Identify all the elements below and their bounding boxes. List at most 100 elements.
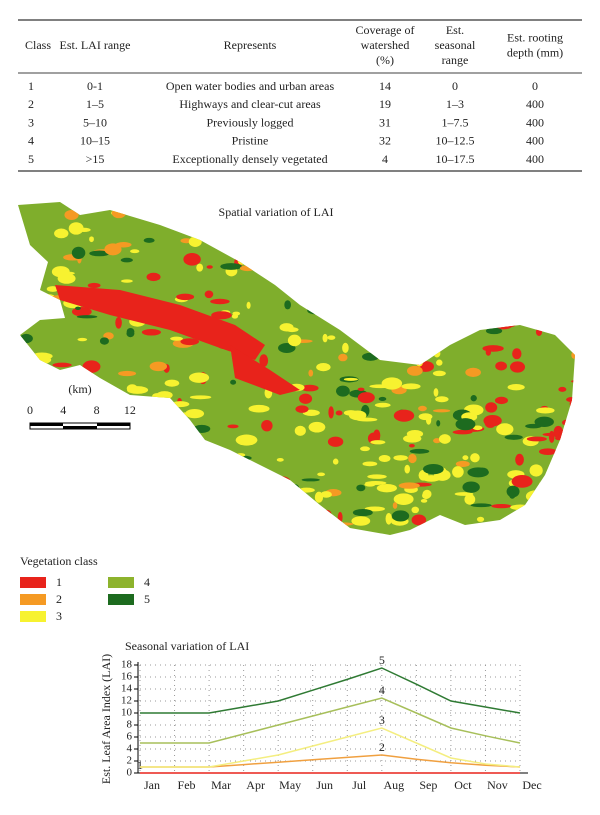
map-patch [574, 427, 575, 435]
map-patch [242, 223, 254, 230]
map-patch [458, 324, 474, 334]
map-patch [364, 246, 380, 251]
x-tick-label: Jul [352, 778, 367, 792]
map-patch [248, 404, 270, 413]
map-patch [314, 277, 333, 283]
legend-swatch [20, 577, 46, 588]
map-patch [401, 383, 421, 390]
map-patch [374, 402, 391, 408]
map-patch [455, 418, 476, 431]
map-patch [164, 379, 180, 387]
map-patch [438, 335, 453, 341]
table-cell: 3 [28, 115, 34, 129]
map-patch [268, 507, 274, 516]
map-patch [452, 429, 473, 435]
map-patch [562, 286, 575, 295]
map-patch [409, 444, 415, 448]
legend-swatch [20, 594, 46, 605]
map-patch [206, 265, 213, 269]
map-patch [266, 500, 285, 508]
map-patch [111, 498, 125, 511]
map-patch [489, 315, 502, 321]
map-patch [518, 525, 526, 533]
map-patch [406, 365, 423, 376]
map-patch [54, 228, 69, 239]
map-patch [509, 249, 526, 258]
map-patch [31, 378, 37, 392]
map-patch [418, 405, 427, 412]
map-patch [77, 227, 91, 232]
map-patch [190, 213, 201, 218]
map-patch [438, 220, 459, 232]
map-patch [118, 370, 137, 377]
map-patch [87, 282, 101, 289]
map-patch [153, 477, 175, 486]
map-patch [550, 315, 564, 329]
map-patch [126, 386, 149, 394]
map-patch [115, 461, 123, 475]
y-tick-label: 14 [121, 683, 133, 695]
map-patch [18, 454, 32, 461]
map-patch [571, 351, 575, 359]
table-cell: 1–3 [446, 97, 464, 111]
map-patch [29, 476, 42, 484]
map-patch [252, 500, 270, 509]
table-header: (%) [376, 53, 394, 67]
map-patch [472, 425, 483, 431]
map-patch [572, 407, 575, 417]
map-patch [24, 482, 36, 495]
legend-label: 4 [144, 575, 150, 589]
map-patch [335, 410, 343, 416]
legend-label: 3 [56, 609, 62, 623]
map-patch [541, 248, 552, 258]
table-header: Represents [224, 38, 277, 52]
map-patch [322, 310, 332, 317]
map-patch [134, 202, 146, 211]
x-tick-label: Aug [383, 778, 404, 792]
map-patch [83, 483, 103, 489]
map-patch [298, 241, 316, 245]
map-patch [18, 328, 21, 336]
map-patch [298, 487, 315, 493]
map-patch [108, 447, 117, 459]
map-patch [282, 482, 290, 496]
map-patch [107, 403, 122, 413]
map-patch [520, 203, 539, 212]
table-header: range [442, 53, 469, 67]
map-patch [411, 514, 427, 526]
map-patch [246, 484, 264, 497]
map-patch [542, 488, 552, 494]
map-patch [400, 324, 422, 336]
map-patch [64, 209, 79, 220]
map-patch [36, 273, 42, 283]
map-patch [222, 235, 233, 240]
map-patch [142, 397, 164, 407]
table-cell: 2 [28, 97, 34, 111]
y-tick-label: 8 [127, 719, 133, 731]
map-patch [496, 423, 514, 436]
map-patch [19, 333, 33, 344]
map-patch [433, 438, 441, 444]
map-patch [23, 441, 39, 452]
legend-swatch [20, 611, 46, 622]
lai-map [18, 202, 575, 535]
map-patch [183, 253, 201, 266]
map-red-zone [230, 345, 300, 395]
map-patch [455, 460, 470, 468]
map-patch [469, 311, 490, 316]
map-patch [174, 202, 184, 204]
map-patch [525, 490, 546, 503]
map-patch [143, 237, 155, 243]
map-patch [247, 226, 258, 231]
map-patch [433, 388, 439, 397]
table-header: watershed [361, 38, 410, 52]
map-patch [466, 525, 474, 530]
map-patch [232, 311, 241, 316]
map-patch [538, 448, 557, 455]
legend-label: 2 [56, 592, 62, 606]
map-patch [548, 517, 554, 523]
map-patch [52, 362, 72, 368]
map-patch [47, 452, 68, 465]
map-patch [547, 494, 569, 504]
